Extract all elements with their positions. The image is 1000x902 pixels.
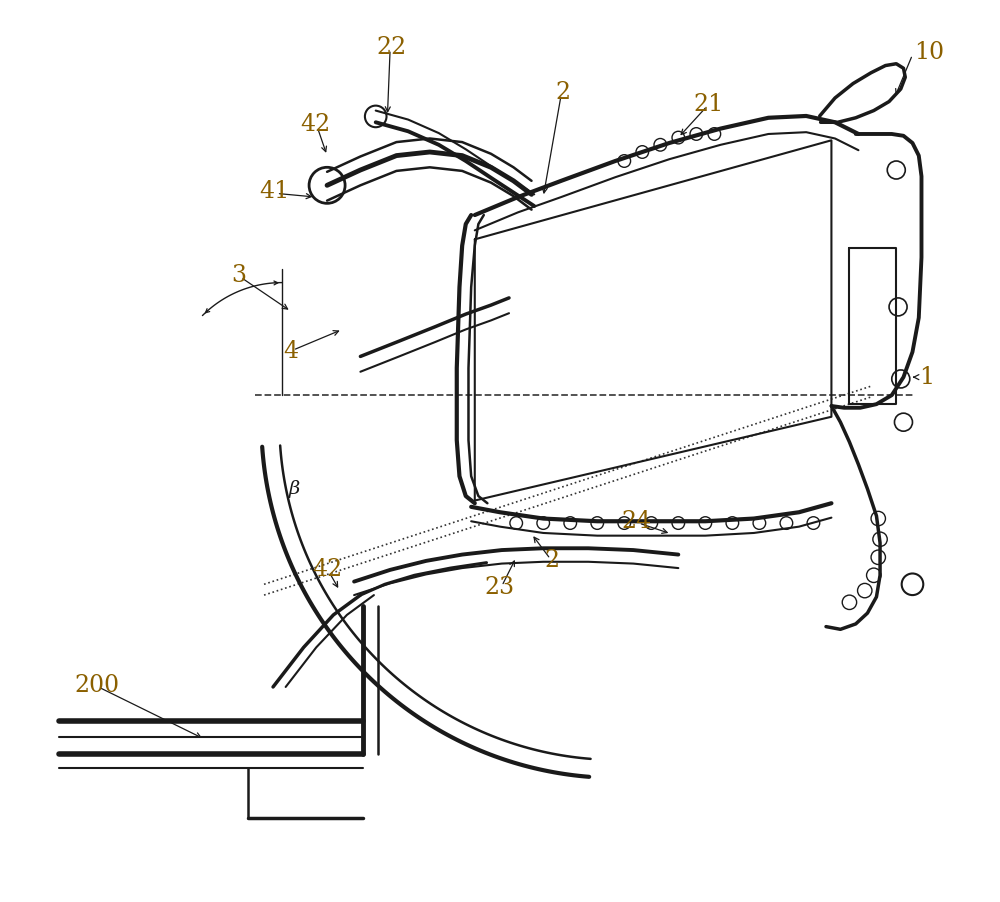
Text: 3: 3 (231, 264, 246, 287)
Text: 2: 2 (545, 549, 560, 573)
Text: 41: 41 (260, 180, 290, 203)
Text: 10: 10 (914, 41, 944, 64)
Text: 23: 23 (485, 576, 515, 600)
Text: 1: 1 (919, 365, 934, 389)
Text: 42: 42 (300, 114, 330, 136)
Text: 21: 21 (694, 93, 724, 115)
Text: 200: 200 (74, 674, 119, 696)
Text: 4: 4 (283, 340, 299, 364)
Text: 2: 2 (555, 81, 571, 104)
Text: 22: 22 (377, 36, 407, 59)
Text: β: β (289, 480, 300, 498)
Text: 24: 24 (622, 510, 652, 533)
Text: 42: 42 (312, 558, 342, 582)
